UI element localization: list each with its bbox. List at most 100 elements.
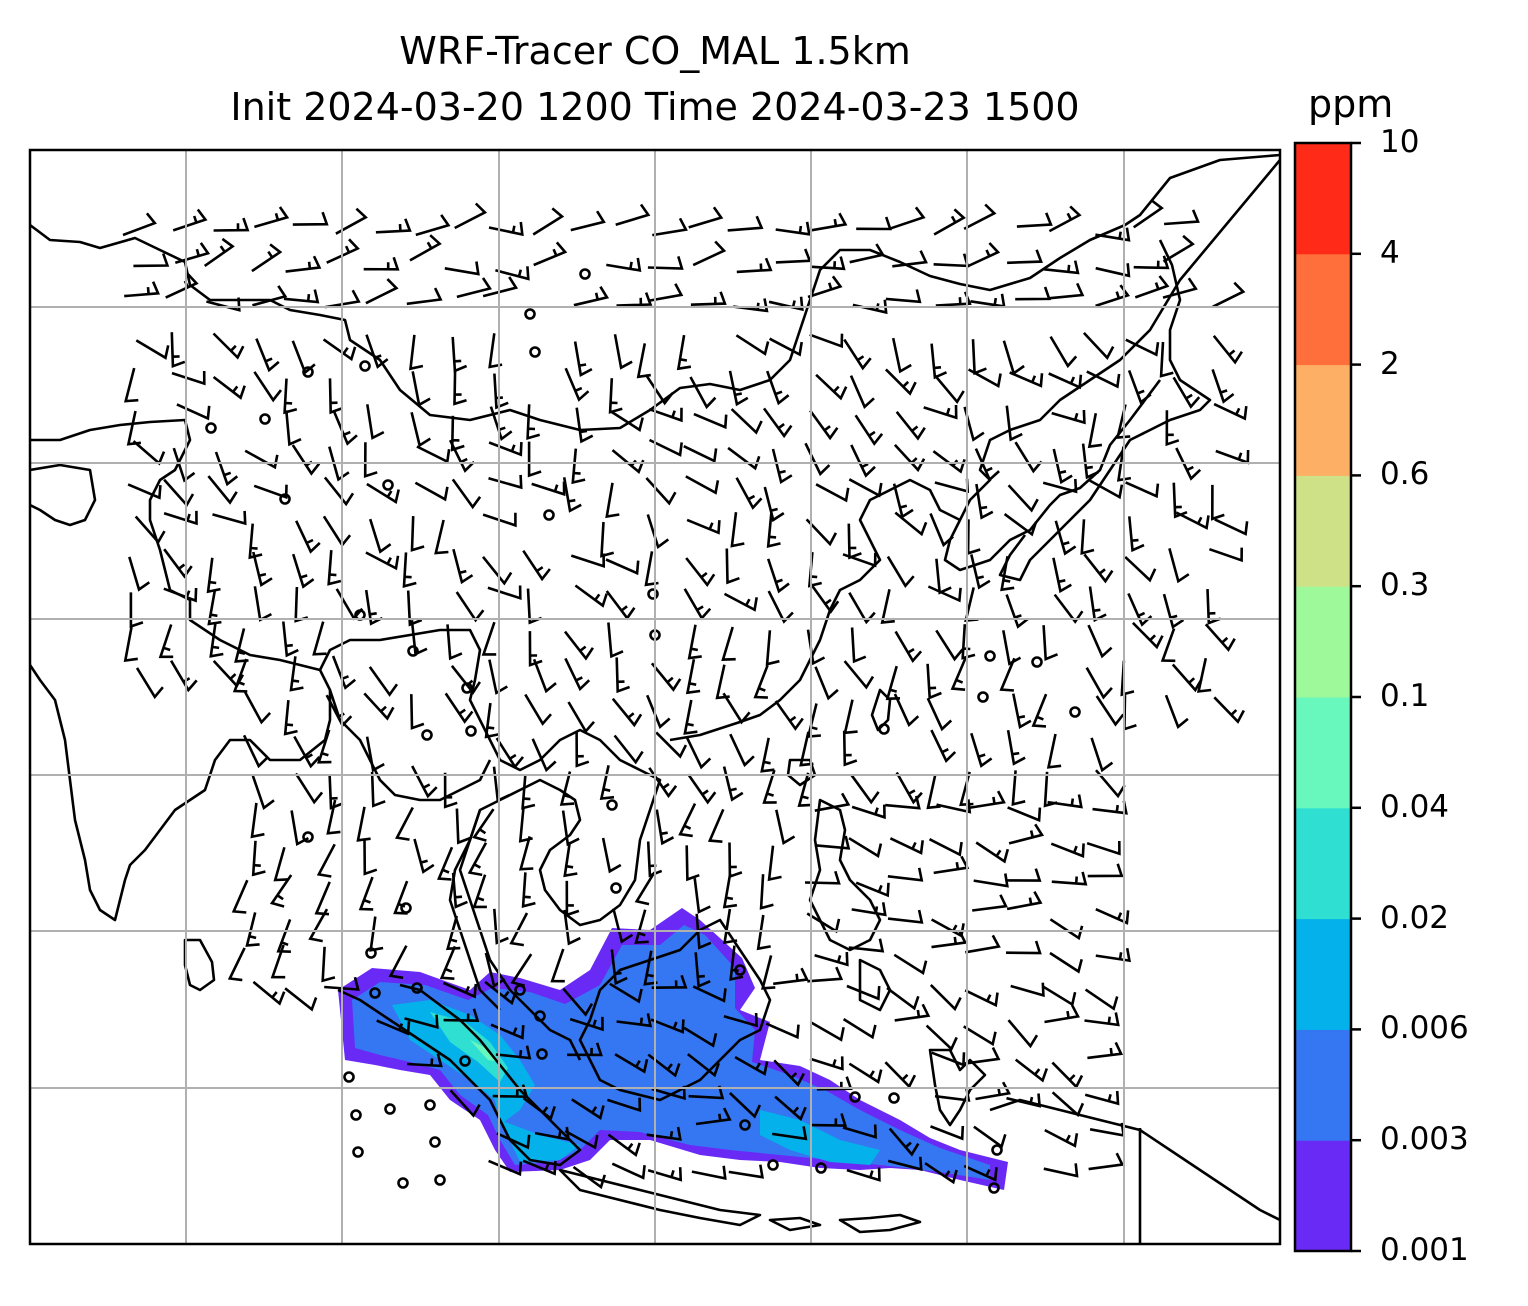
wind-barb xyxy=(892,250,928,268)
wind-barb xyxy=(930,918,965,938)
wind-barb xyxy=(406,287,443,306)
wind-barb xyxy=(531,481,566,497)
wind-calm-marker xyxy=(610,882,622,894)
wind-barb xyxy=(930,1125,965,1141)
wind-barb xyxy=(849,243,885,264)
wind-barb xyxy=(370,771,386,808)
wind-barb xyxy=(1051,871,1088,886)
wind-barb xyxy=(612,908,634,944)
wind-barb xyxy=(203,237,235,267)
wind-barb xyxy=(687,773,717,805)
wind-barb xyxy=(848,938,885,953)
wind-barb xyxy=(648,767,678,799)
wind-barb xyxy=(775,248,812,264)
wind-barb xyxy=(328,774,344,810)
wind-barb xyxy=(365,278,399,305)
wind-barb xyxy=(634,871,656,906)
wind-barb xyxy=(171,370,206,386)
wind-barb xyxy=(804,442,831,477)
wind-barb xyxy=(647,256,684,270)
wind-barb xyxy=(797,772,812,807)
wind-barb xyxy=(607,1097,642,1113)
wind-barb xyxy=(647,283,684,303)
wind-barb xyxy=(1043,1163,1079,1178)
wind-barb xyxy=(651,1085,686,1101)
wind-barb xyxy=(252,980,286,1006)
wind-barb xyxy=(366,404,385,440)
wind-barb xyxy=(843,660,875,690)
wind-barb xyxy=(488,333,503,369)
wind-barb xyxy=(409,234,442,262)
wind-barb xyxy=(1132,199,1164,229)
wind-barb xyxy=(169,660,198,693)
wind-barb xyxy=(521,872,536,909)
wind-barb xyxy=(488,221,524,237)
wind-barb xyxy=(294,586,309,623)
wind-barb xyxy=(467,842,488,877)
wind-barb xyxy=(775,221,811,236)
wind-barb xyxy=(482,512,517,528)
wind-barb xyxy=(609,982,643,1004)
wind-barb xyxy=(678,803,697,838)
wind-barb xyxy=(693,878,711,914)
wind-barb xyxy=(434,519,449,555)
wind-barb xyxy=(1095,769,1126,799)
wind-barb xyxy=(326,799,341,835)
wind-barb xyxy=(363,256,400,271)
wind-barb xyxy=(616,292,653,307)
wind-barb xyxy=(608,378,623,414)
wind-barb xyxy=(975,841,1010,864)
wind-barb xyxy=(893,444,926,473)
wind-calm-marker xyxy=(606,799,618,811)
wind-barb xyxy=(122,212,157,237)
wind-barb xyxy=(294,772,324,805)
wind-barb xyxy=(1212,334,1243,365)
wind-barb xyxy=(974,448,1000,482)
wind-barb xyxy=(1092,800,1128,815)
wind-calm-marker xyxy=(888,1092,900,1104)
wind-barb xyxy=(815,373,848,401)
wind-barb xyxy=(573,286,610,307)
wind-barb xyxy=(1215,449,1250,465)
wind-barb xyxy=(647,1167,683,1182)
plot-title-line-2: Init 2024-03-20 1200 Time 2024-03-23 150… xyxy=(230,85,1080,129)
wind-barb xyxy=(975,1081,1011,1101)
wind-barb xyxy=(936,799,972,814)
wind-barb xyxy=(1162,234,1195,263)
wind-barb xyxy=(1134,275,1170,299)
wind-barb xyxy=(250,802,265,839)
wind-barb xyxy=(601,837,622,874)
wind-barb xyxy=(1172,376,1201,409)
wind-barb xyxy=(963,1164,998,1182)
wind-calm-marker xyxy=(302,831,314,843)
wind-barb xyxy=(774,1095,807,1122)
wind-barb xyxy=(934,1087,971,1102)
wind-barb xyxy=(509,912,529,947)
wind-barb xyxy=(765,370,790,406)
wind-barb xyxy=(814,952,849,967)
wind-barb xyxy=(285,255,322,273)
wind-barb xyxy=(1048,205,1082,233)
wind-barb xyxy=(254,206,290,229)
wind-barb xyxy=(488,659,508,695)
wind-barb xyxy=(414,481,449,502)
wind-barb xyxy=(253,586,272,622)
wind-barb xyxy=(1052,448,1073,485)
wind-barb xyxy=(616,1013,653,1028)
wind-barb xyxy=(935,629,964,662)
wind-barb xyxy=(490,1023,525,1040)
colorbar-segment xyxy=(1295,918,1351,1030)
wind-barb xyxy=(569,1016,604,1032)
wind-barb xyxy=(929,983,962,1012)
colorbar-segment xyxy=(1295,807,1351,920)
colorbar-tick-label: 0.02 xyxy=(1380,899,1450,936)
wind-barb xyxy=(686,518,721,535)
wind-barb xyxy=(253,484,288,500)
wind-barb xyxy=(326,238,360,264)
wind-barb xyxy=(134,515,166,545)
wind-calm-marker xyxy=(350,1109,362,1121)
wind-barb xyxy=(449,1089,481,1118)
wind-barb xyxy=(814,792,851,812)
wind-barb xyxy=(655,731,688,759)
wind-barb xyxy=(172,447,196,483)
